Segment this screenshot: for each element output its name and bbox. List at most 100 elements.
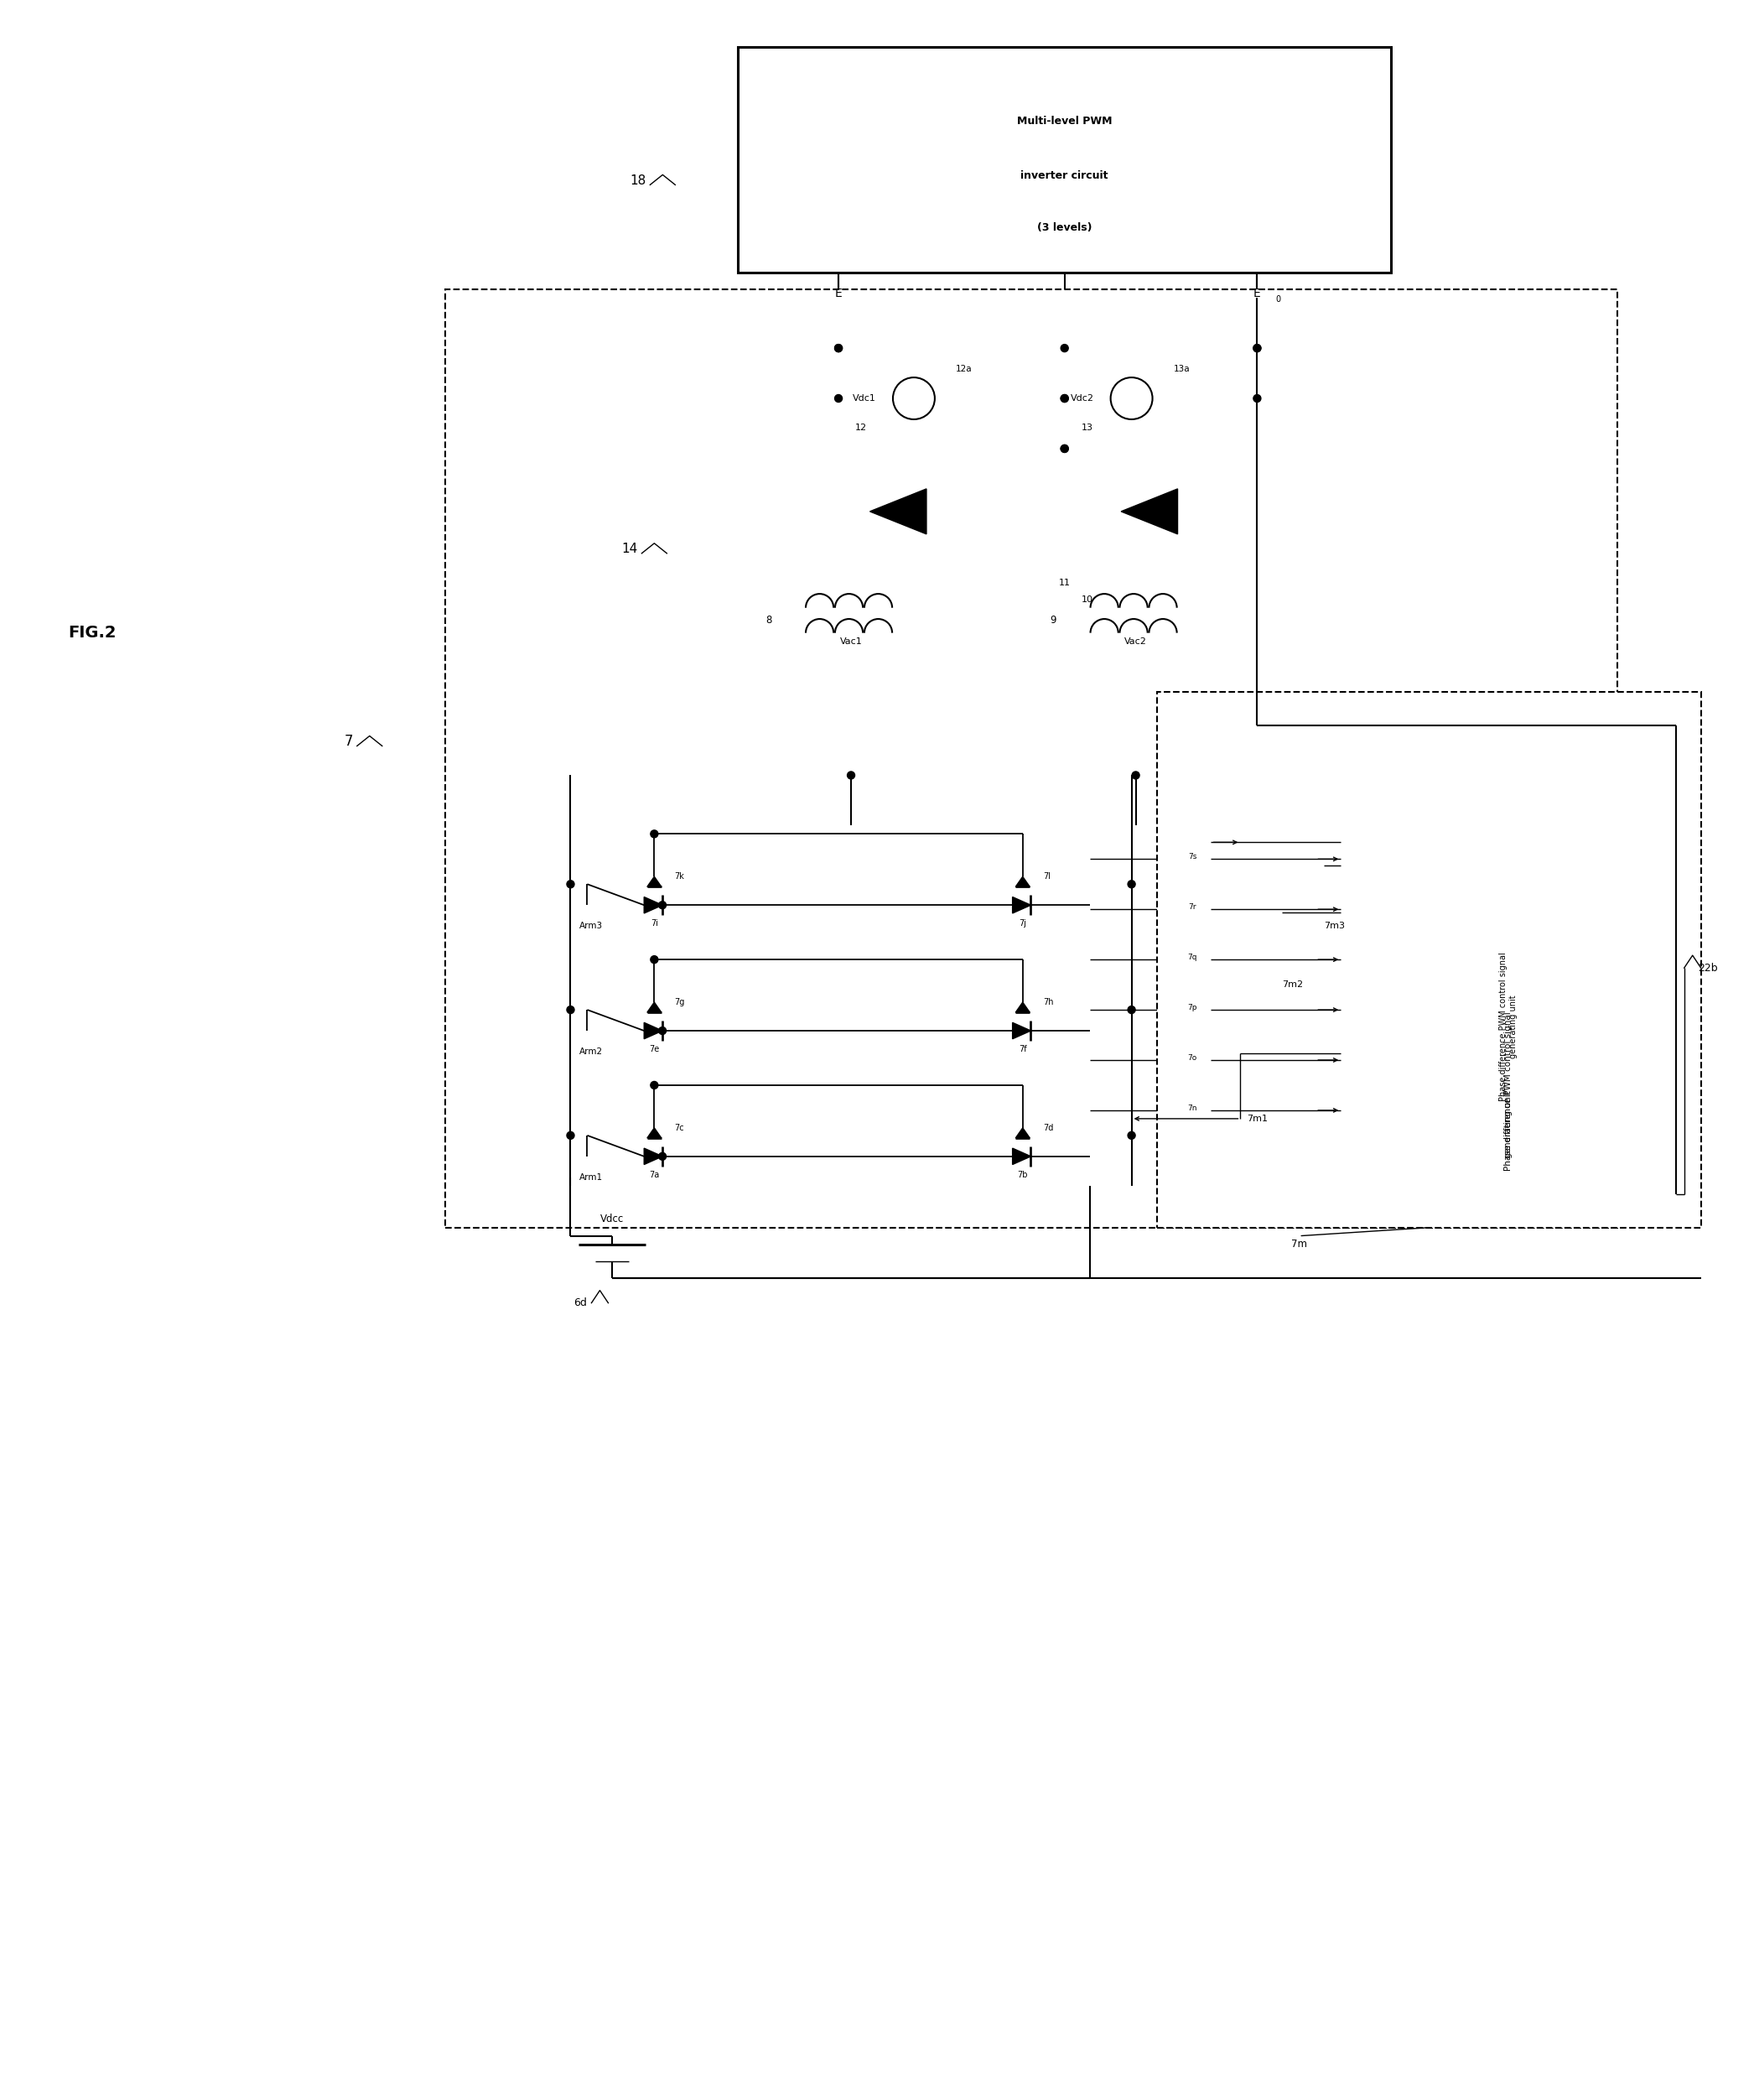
Circle shape (660, 1027, 667, 1035)
Bar (738, 573, 1575, 775)
Circle shape (1131, 771, 1140, 779)
Circle shape (893, 378, 935, 420)
Text: 12a: 12a (956, 365, 972, 374)
Circle shape (1128, 1132, 1135, 1138)
Text: 13a: 13a (1173, 365, 1189, 374)
Bar (1023, 449, 1273, 573)
Circle shape (1061, 395, 1068, 403)
Text: Phase difference PWM control signal: Phase difference PWM control signal (1505, 1012, 1512, 1170)
Text: 7l: 7l (1044, 871, 1051, 880)
Circle shape (1254, 344, 1261, 353)
Text: Vac2: Vac2 (1124, 636, 1147, 645)
Text: 7s: 7s (1187, 853, 1196, 861)
Circle shape (847, 771, 854, 779)
Circle shape (651, 830, 658, 838)
Text: 7a: 7a (649, 1170, 660, 1178)
Text: FIG.2: FIG.2 (68, 626, 116, 640)
Bar (1340, 724, 1675, 1195)
Text: 14: 14 (621, 544, 637, 554)
Bar (446, 290, 1617, 1228)
Polygon shape (1012, 1023, 1031, 1039)
Text: 7m2: 7m2 (1282, 981, 1303, 989)
Polygon shape (1016, 1002, 1030, 1012)
Circle shape (1061, 344, 1068, 353)
Polygon shape (644, 897, 663, 914)
Text: 9: 9 (1051, 615, 1056, 626)
Text: 7k: 7k (675, 871, 684, 880)
Text: 7m3: 7m3 (1324, 922, 1345, 930)
Circle shape (651, 1082, 658, 1090)
Bar (1156, 691, 1701, 1228)
Text: 7f: 7f (1019, 1046, 1026, 1054)
Text: 7b: 7b (1017, 1170, 1028, 1178)
Circle shape (1254, 344, 1261, 353)
Bar (1173, 989, 1210, 1027)
Text: E: E (1254, 288, 1261, 300)
Text: inverter circuit: inverter circuit (1021, 170, 1109, 181)
Text: Vdc2: Vdc2 (1070, 395, 1094, 403)
Circle shape (660, 1153, 667, 1159)
Bar (570, 825, 1107, 943)
Text: 7c: 7c (675, 1124, 684, 1132)
Bar (772, 449, 1023, 573)
Circle shape (1128, 1006, 1135, 1014)
Bar (738, 46, 1391, 273)
Text: 6d: 6d (574, 1298, 588, 1308)
Text: 7q: 7q (1187, 953, 1196, 962)
Circle shape (835, 344, 842, 353)
Polygon shape (647, 1128, 661, 1138)
Circle shape (1128, 880, 1135, 888)
Text: 18: 18 (630, 174, 645, 187)
Bar (738, 298, 1575, 825)
Text: generating unit: generating unit (1505, 1090, 1512, 1159)
Polygon shape (870, 489, 926, 533)
Circle shape (567, 880, 574, 888)
Bar (1173, 838, 1210, 876)
Bar (1173, 888, 1210, 926)
Polygon shape (1012, 1149, 1031, 1166)
Circle shape (1110, 378, 1152, 420)
Text: 12: 12 (856, 424, 866, 433)
Polygon shape (644, 1023, 663, 1039)
Bar (570, 951, 1107, 1069)
Text: 7d: 7d (1044, 1124, 1054, 1132)
Circle shape (1061, 445, 1068, 452)
Text: (3 levels): (3 levels) (1037, 223, 1093, 233)
Text: 10: 10 (1080, 594, 1093, 603)
Text: Multi-level PWM: Multi-level PWM (1017, 116, 1112, 126)
Bar (1173, 1040, 1210, 1077)
Circle shape (651, 955, 658, 964)
Text: 22b: 22b (1698, 962, 1717, 974)
Text: E: E (835, 288, 842, 300)
Bar (1358, 748, 1659, 960)
Polygon shape (647, 1002, 661, 1012)
Text: 7g: 7g (675, 997, 686, 1006)
Polygon shape (1016, 876, 1030, 886)
Circle shape (1061, 395, 1068, 403)
Text: Arm3: Arm3 (579, 922, 602, 930)
Text: 7n: 7n (1187, 1105, 1196, 1113)
Polygon shape (1016, 1128, 1030, 1138)
Text: 7p: 7p (1187, 1004, 1196, 1012)
Polygon shape (644, 1149, 663, 1166)
Circle shape (835, 395, 842, 403)
Text: 7o: 7o (1187, 1054, 1196, 1063)
Circle shape (835, 344, 842, 353)
Circle shape (660, 901, 667, 909)
Text: Vdcc: Vdcc (600, 1214, 624, 1224)
Text: Phase difference PWM control signal
generating unit: Phase difference PWM control signal gene… (1500, 951, 1517, 1100)
Text: 7j: 7j (1019, 920, 1026, 928)
Polygon shape (1012, 897, 1031, 914)
Circle shape (1254, 395, 1261, 403)
Text: Arm1: Arm1 (579, 1174, 602, 1182)
Polygon shape (1121, 489, 1177, 533)
Text: 0: 0 (1275, 296, 1280, 304)
Text: 11: 11 (1059, 578, 1070, 586)
Text: 7: 7 (344, 735, 353, 750)
Bar (570, 1077, 1107, 1195)
Text: 7m1: 7m1 (1247, 1115, 1268, 1124)
Text: 7m: 7m (1291, 1239, 1307, 1249)
Polygon shape (647, 876, 661, 886)
Text: Vdc1: Vdc1 (852, 395, 877, 403)
Circle shape (567, 1132, 574, 1138)
